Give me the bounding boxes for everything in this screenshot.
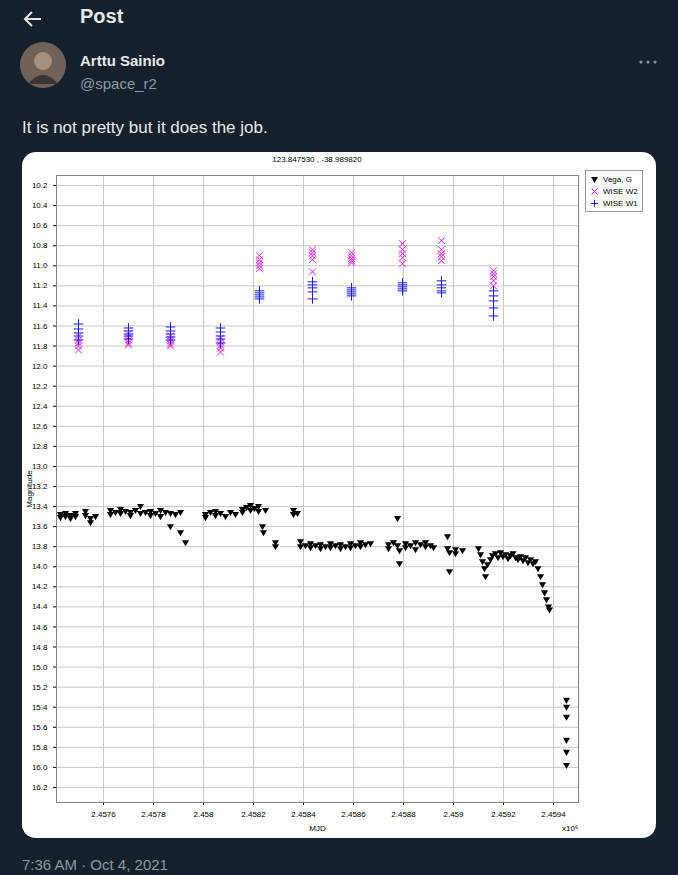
svg-text:14.6: 14.6	[32, 623, 48, 632]
svg-text:14.4: 14.4	[32, 602, 48, 611]
html-text:WISE W2: WISE W2	[603, 186, 638, 196]
svg-text:MJD: MJD	[309, 824, 326, 833]
svg-text:15.0: 15.0	[32, 663, 48, 672]
svg-text:10.6: 10.6	[32, 221, 48, 230]
svg-text:13.6: 13.6	[32, 522, 48, 531]
svg-text:2.4576: 2.4576	[91, 810, 116, 819]
html-text:x10⁶: x10⁶	[562, 824, 579, 833]
svg-text:12.4: 12.4	[32, 402, 48, 411]
html-text:123.847530 , -38.989820: 123.847530 , -38.989820	[272, 155, 362, 164]
html-text:Vega, G: Vega, G	[603, 174, 632, 184]
svg-text:2.4594: 2.4594	[541, 810, 566, 819]
svg-text:Magnitude: Magnitude	[25, 470, 34, 508]
html-text:Arttu Sainio: Arttu Sainio	[80, 52, 165, 69]
svg-text:15.4: 15.4	[32, 703, 48, 712]
svg-text:2.4586: 2.4586	[341, 810, 366, 819]
svg-text:14.0: 14.0	[32, 562, 48, 571]
svg-text:11.6: 11.6	[33, 322, 49, 331]
html-text:Post: Post	[80, 5, 124, 27]
svg-text:2.4582: 2.4582	[241, 810, 266, 819]
svg-text:12.8: 12.8	[32, 442, 48, 451]
svg-text:15.2: 15.2	[32, 683, 48, 692]
svg-text:10.4: 10.4	[32, 201, 48, 210]
svg-text:15.8: 15.8	[32, 743, 48, 752]
svg-text:2.4588: 2.4588	[391, 810, 416, 819]
svg-text:14.2: 14.2	[32, 582, 48, 591]
svg-text:2.4592: 2.4592	[491, 810, 516, 819]
svg-text:10.2: 10.2	[32, 181, 48, 190]
html-text:@space_r2: @space_r2	[80, 75, 157, 92]
svg-text:11.2: 11.2	[33, 281, 49, 290]
html-text:WISE W1: WISE W1	[603, 198, 638, 208]
svg-text:13.4: 13.4	[32, 502, 48, 511]
svg-text:12.6: 12.6	[32, 422, 48, 431]
svg-text:13.2: 13.2	[32, 482, 48, 491]
svg-text:13.0: 13.0	[32, 462, 48, 471]
svg-text:11.4: 11.4	[33, 301, 49, 310]
svg-text:2.4584: 2.4584	[291, 810, 316, 819]
svg-text:2.458: 2.458	[193, 810, 214, 819]
svg-text:14.8: 14.8	[32, 643, 48, 652]
svg-text:10.8: 10.8	[32, 241, 48, 250]
svg-text:15.6: 15.6	[32, 723, 48, 732]
svg-text:16.2: 16.2	[32, 783, 48, 792]
svg-text:12.0: 12.0	[32, 362, 48, 371]
html-text:7:36 AM · Oct 4, 2021: 7:36 AM · Oct 4, 2021	[22, 856, 168, 873]
svg-text:16.0: 16.0	[32, 763, 48, 772]
svg-text:2.459: 2.459	[443, 810, 464, 819]
svg-text:13.8: 13.8	[32, 542, 48, 551]
svg-text:11.8: 11.8	[33, 342, 49, 351]
svg-text:12.2: 12.2	[32, 382, 48, 391]
svg-text:11.0: 11.0	[33, 261, 49, 270]
svg-text:2.4578: 2.4578	[141, 810, 166, 819]
html-text:It is not pretty but it does t: It is not pretty but it does the job.	[22, 118, 268, 137]
